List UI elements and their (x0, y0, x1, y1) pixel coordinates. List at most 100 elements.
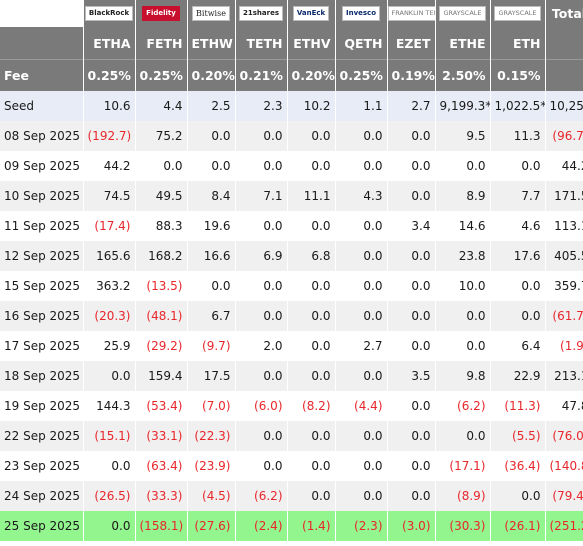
flow-cell: 7.7 (490, 181, 546, 211)
flow-cell: 49.5 (135, 181, 188, 211)
flow-cell: (9.7) (187, 331, 236, 361)
flow-cell: 17.5 (187, 361, 236, 391)
flow-cell: 44.2 (83, 151, 136, 181)
ticker-header: QETH (335, 27, 388, 60)
flow-cell: 6.8 (287, 241, 336, 271)
flow-cell: 144.3 (83, 391, 136, 421)
flow-cell: 0.0 (187, 151, 236, 181)
fee-value: 0.25% (335, 59, 388, 91)
row-date-label: 17 Sep 2025 (0, 331, 84, 361)
flow-cell: 0.0 (435, 301, 491, 331)
issuer-logo-row: BlackRock Fidelity Bitwise 21shares VanEck In… (0, 0, 583, 27)
flows-body: Seed 10.6 4.4 2.5 2.3 10.2 1.1 2.7 9,199.3* 1,022… (0, 91, 583, 541)
row-date-label: 19 Sep 2025 (0, 391, 84, 421)
flow-cell: 25.9 (83, 331, 136, 361)
row-total-cell: 44.2 (545, 151, 583, 181)
flow-cell: 75.2 (135, 121, 188, 151)
row-total-cell: 359.7 (545, 271, 583, 301)
flow-cell: 3.4 (387, 211, 436, 241)
flow-cell: (26.1) (490, 511, 546, 541)
flow-cell: (33.3) (135, 481, 188, 511)
flow-cell: 0.0 (287, 481, 336, 511)
flow-cell: 0.0 (235, 451, 288, 481)
flow-cell: 10.2 (287, 91, 336, 121)
flow-cell: 363.2 (83, 271, 136, 301)
flow-cell: 0.0 (287, 211, 336, 241)
row-total-cell: (79.4) (545, 481, 583, 511)
table-row: 08 Sep 2025 (192.7) 75.2 0.0 0.0 0.0 0.0 0.0 9.5… (0, 121, 583, 151)
flow-cell: 6.4 (490, 331, 546, 361)
fee-value: 2.50% (435, 59, 491, 91)
fee-value: 0.25% (83, 59, 136, 91)
flow-cell: 88.3 (135, 211, 188, 241)
flow-cell: (26.5) (83, 481, 136, 511)
flow-cell: 23.8 (435, 241, 491, 271)
fee-row: Fee 0.25% 0.25% 0.20% 0.21% 0.20% 0.25% 0.19% 2… (0, 59, 583, 91)
ticker-header: FETH (135, 27, 188, 60)
corner-cell (0, 27, 84, 60)
flow-cell: 1,022.5* (490, 91, 546, 121)
flow-cell: 22.9 (490, 361, 546, 391)
table-row: 12 Sep 2025 165.6 168.2 16.6 6.9 6.8 0.0 0.0 23.… (0, 241, 583, 271)
table-row: 10 Sep 2025 74.5 49.5 8.4 7.1 11.1 4.3 0.0 8.9 7.… (0, 181, 583, 211)
row-date-label: 11 Sep 2025 (0, 211, 84, 241)
flow-cell: 2.0 (235, 331, 288, 361)
flow-cell: 0.0 (387, 421, 436, 451)
flow-cell: (53.4) (135, 391, 188, 421)
fee-value: 0.15% (490, 59, 546, 91)
table-row: 16 Sep 2025 (20.3) (48.1) 6.7 0.0 0.0 0.0 0.0 0.… (0, 301, 583, 331)
flow-cell: (192.7) (83, 121, 136, 151)
row-total-cell: (96.7) (545, 121, 583, 151)
flow-cell: 9.5 (435, 121, 491, 151)
flow-cell: 0.0 (287, 451, 336, 481)
flow-cell: 0.0 (490, 151, 546, 181)
flow-cell: 0.0 (235, 121, 288, 151)
row-date-label: 25 Sep 2025 (0, 511, 84, 541)
row-total-cell: (1.9) (545, 331, 583, 361)
flow-cell: 11.3 (490, 121, 546, 151)
flow-cell: 2.7 (387, 91, 436, 121)
flow-cell: 8.4 (187, 181, 236, 211)
flow-cell: 0.0 (387, 121, 436, 151)
flow-cell: (17.1) (435, 451, 491, 481)
flow-cell: 0.0 (387, 451, 436, 481)
row-date-label: 10 Sep 2025 (0, 181, 84, 211)
flow-cell: 0.0 (235, 151, 288, 181)
flow-cell: 11.1 (287, 181, 336, 211)
total-ticker-cell (545, 27, 583, 60)
row-date-label: 23 Sep 2025 (0, 451, 84, 481)
row-date-label: 22 Sep 2025 (0, 421, 84, 451)
row-date-label: 08 Sep 2025 (0, 121, 84, 151)
issuer-logo-cell: GRAYSCALE (490, 0, 546, 27)
issuer-logo-cell: FRANKLIN TEMPLETON (387, 0, 436, 27)
flow-cell: (2.3) (335, 511, 388, 541)
flow-cell: (6.2) (435, 391, 491, 421)
table-row: 11 Sep 2025 (17.4) 88.3 19.6 0.0 0.0 0.0 3.4 14.… (0, 211, 583, 241)
flow-cell: (23.9) (187, 451, 236, 481)
flow-cell: 0.0 (335, 481, 388, 511)
fee-value: 0.19% (387, 59, 436, 91)
row-date-label: 18 Sep 2025 (0, 361, 84, 391)
flow-cell: (5.5) (490, 421, 546, 451)
flow-cell: (158.1) (135, 511, 188, 541)
flow-cell: (8.2) (287, 391, 336, 421)
ticker-header: EZET (387, 27, 436, 60)
flow-cell: 74.5 (83, 181, 136, 211)
flow-cell: 0.0 (335, 301, 388, 331)
flow-cell: 0.0 (83, 451, 136, 481)
table-row: 22 Sep 2025 (15.1) (33.1) (22.3) 0.0 0.0 0.0 0.… (0, 421, 583, 451)
bitwise-logo: Bitwise (192, 6, 230, 21)
table-row: 09 Sep 2025 44.2 0.0 0.0 0.0 0.0 0.0 0.0 0.0 0.0 4… (0, 151, 583, 181)
flow-cell: (15.1) (83, 421, 136, 451)
flow-cell: 0.0 (335, 271, 388, 301)
flow-cell: 0.0 (387, 391, 436, 421)
flow-cell: 16.6 (187, 241, 236, 271)
flow-cell: 6.9 (235, 241, 288, 271)
flow-cell: 0.0 (83, 511, 136, 541)
fee-value: 0.25% (135, 59, 188, 91)
table-row: 24 Sep 2025 (26.5) (33.3) (4.5) (6.2) 0.0 0.0 0… (0, 481, 583, 511)
issuer-logo-cell: Bitwise (187, 0, 236, 27)
ticker-header: ETHA (83, 27, 136, 60)
fee-value: 0.20% (287, 59, 336, 91)
flow-cell: 0.0 (83, 361, 136, 391)
